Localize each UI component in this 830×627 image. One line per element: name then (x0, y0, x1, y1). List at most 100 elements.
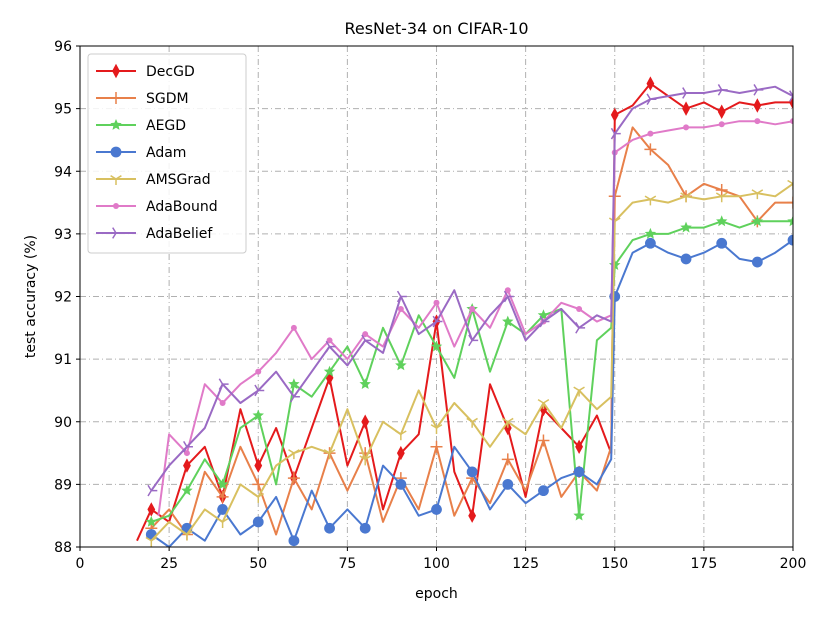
legend-marker (110, 119, 122, 130)
series-line-aegd (150, 220, 793, 523)
legend-item: Adam (96, 145, 186, 161)
data-point (216, 478, 229, 490)
legend-label: AdaBelief (146, 226, 213, 242)
data-point (362, 331, 369, 338)
chart-title: ResNet-34 on CIFAR-10 (344, 19, 528, 38)
legend-marker (113, 203, 119, 209)
data-point (754, 118, 761, 125)
legend-item: DecGD (96, 63, 195, 80)
legend-label: AMSGrad (146, 172, 211, 188)
data-point (359, 522, 371, 534)
data-point (680, 221, 692, 233)
data-point (145, 515, 157, 527)
data-point (502, 478, 514, 490)
data-point (787, 215, 793, 227)
data-point (682, 87, 693, 99)
data-point (716, 237, 728, 249)
data-point (537, 309, 550, 321)
data-point (787, 179, 793, 190)
data-point (751, 189, 764, 200)
data-point (288, 449, 300, 460)
y-tick-label: 91 (54, 352, 72, 368)
data-point (181, 484, 193, 496)
x-tick-label: 100 (423, 556, 450, 572)
y-tick-label: 90 (54, 415, 72, 431)
x-tick-label: 150 (601, 556, 628, 572)
data-point (147, 502, 156, 517)
data-point (466, 466, 478, 478)
x-tick-label: 25 (160, 556, 178, 572)
data-point (573, 509, 585, 521)
data-point (325, 340, 336, 353)
data-point (469, 306, 476, 313)
data-point (790, 118, 793, 125)
data-point (683, 124, 690, 131)
data-point (646, 76, 655, 91)
series-line-adabelief (150, 85, 793, 492)
legend-item: SGDM (96, 91, 189, 107)
data-point (717, 84, 728, 96)
grid-lines (80, 46, 793, 547)
data-point (680, 192, 692, 203)
data-point (326, 337, 333, 344)
legend: DecGD SGDM AEGD Adam AMSGrad AdaBound AdaBelie… (87, 53, 247, 254)
data-point (181, 530, 193, 541)
y-tick-label: 89 (54, 477, 72, 493)
x-tick-label: 0 (76, 556, 85, 572)
series-adabelief (147, 84, 793, 497)
legend-label: Adam (146, 145, 186, 161)
data-point (575, 439, 583, 454)
data-point (468, 334, 479, 347)
data-point (787, 196, 793, 209)
data-point (287, 472, 300, 485)
data-point (753, 84, 764, 96)
data-point (323, 365, 336, 377)
data-point (147, 484, 158, 497)
data-point (576, 306, 583, 313)
data-point (787, 234, 793, 246)
data-point (361, 414, 370, 429)
data-point (219, 399, 226, 406)
data-point (430, 340, 443, 352)
y-tick-label: 95 (54, 102, 72, 118)
data-point (290, 324, 297, 331)
data-point (751, 215, 764, 227)
legend-label: AEGD (146, 118, 186, 134)
data-point (573, 466, 585, 478)
data-point (183, 450, 190, 457)
x-tick-label: 75 (338, 556, 356, 572)
data-point (504, 287, 511, 294)
data-point (646, 93, 657, 106)
data-point (573, 386, 585, 397)
data-point (538, 485, 549, 497)
data-point (753, 98, 762, 113)
data-point (216, 490, 229, 503)
series-line-amsgrad (150, 182, 793, 542)
data-point (468, 508, 477, 523)
data-point (716, 215, 728, 227)
data-point (503, 290, 514, 303)
x-tick-label: 125 (512, 556, 539, 572)
data-point (359, 455, 371, 466)
legend-label: AdaBound (146, 199, 218, 215)
data-point (252, 409, 264, 421)
data-point (610, 127, 621, 140)
data-point (502, 315, 514, 327)
data-point (575, 322, 586, 334)
data-point (501, 453, 514, 466)
data-point (537, 399, 550, 409)
legend-label: DecGD (146, 64, 195, 80)
data-point (397, 306, 404, 313)
data-point (396, 445, 405, 461)
y-tick-label: 94 (54, 164, 72, 180)
x-tick-label: 200 (780, 556, 807, 572)
legend-item: AEGD (96, 118, 186, 134)
data-point (395, 430, 407, 441)
data-point (680, 253, 692, 265)
y-tick-label: 93 (54, 227, 72, 243)
data-point (288, 535, 300, 547)
data-point (433, 299, 440, 306)
data-point (217, 504, 229, 515)
data-point (751, 256, 763, 268)
